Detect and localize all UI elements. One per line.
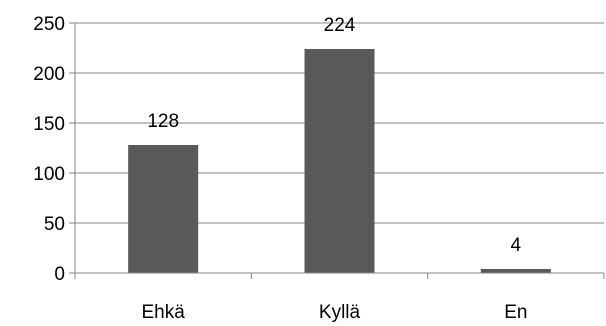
y-tick-label-150: 150: [33, 114, 65, 135]
category-label-2: Kyllä: [319, 302, 361, 323]
bar-1: [128, 145, 199, 273]
y-axis-ticks: 0 50 100 150 200 250: [33, 14, 76, 285]
y-tick-label-200: 200: [33, 64, 65, 85]
data-label-1: 128: [147, 111, 179, 132]
data-label-3: 4: [511, 235, 522, 256]
y-tick-label-50: 50: [44, 214, 65, 235]
category-label-3: En: [504, 302, 527, 323]
bar-2: [304, 49, 375, 273]
y-tick-label-100: 100: [33, 164, 65, 185]
y-tick-label-0: 0: [54, 264, 65, 285]
category-label-1: Ehkä: [142, 302, 186, 323]
category-labels: Ehkä Kyllä En: [142, 302, 528, 323]
y-tick-label-250: 250: [33, 14, 65, 35]
data-label-2: 224: [324, 15, 356, 36]
x-axis: [69, 272, 605, 279]
data-labels: 128 224 4: [147, 15, 521, 256]
bar-3: [480, 269, 551, 273]
bars: [128, 49, 551, 273]
